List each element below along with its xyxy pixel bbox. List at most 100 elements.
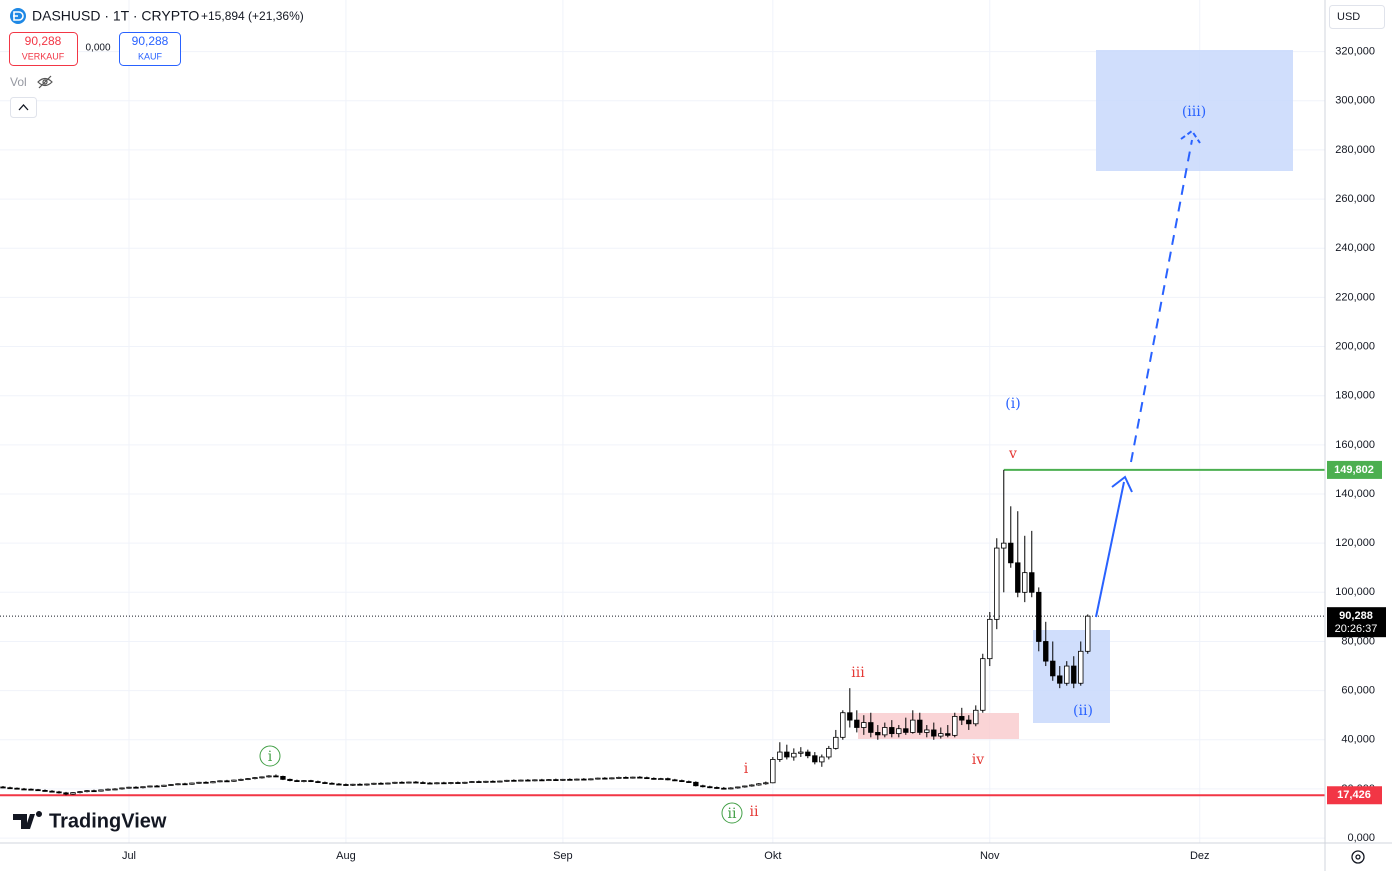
candle-body: [756, 783, 762, 786]
candle-body: [553, 779, 559, 781]
candle-body: [665, 778, 671, 781]
candle-body: [826, 747, 832, 758]
currency-button[interactable]: [1329, 5, 1385, 29]
candle-body: [70, 792, 76, 795]
candle-body: [28, 788, 34, 791]
candle-body: [42, 790, 48, 792]
candle-body: [658, 778, 664, 781]
candle-body: [490, 780, 496, 783]
candle-body: [791, 752, 797, 758]
candle-body: [350, 783, 356, 786]
candle-body: [504, 779, 510, 782]
candle-body: [602, 777, 608, 780]
dashed-arrow[interactable]: [1130, 139, 1193, 463]
candle-body: [175, 783, 181, 786]
candle-body: [21, 788, 27, 791]
candle-body: [574, 778, 580, 781]
buy-button[interactable]: [119, 32, 181, 66]
candle-body: [987, 618, 993, 660]
collapse-icon: [18, 104, 29, 111]
arrow-head: [1180, 129, 1201, 144]
candle-body: [973, 709, 979, 725]
target-zone[interactable]: [1096, 50, 1293, 171]
candle-body: [728, 787, 734, 790]
y-tick-label: 120,000: [1335, 537, 1375, 549]
candle-body: [203, 781, 209, 784]
candle-body: [798, 751, 804, 754]
price-label-bg: [1327, 786, 1382, 805]
y-tick-label: 180,000: [1335, 390, 1375, 402]
candle-body: [1057, 675, 1063, 684]
candle-body: [735, 786, 741, 789]
grid: [0, 0, 1325, 843]
candle-body: [518, 779, 524, 782]
y-tick-label: 140,000: [1335, 488, 1375, 500]
candle-body: [84, 790, 90, 793]
candle-body: [154, 785, 160, 788]
sell-button[interactable]: [9, 32, 78, 66]
wave-label: i: [268, 749, 273, 765]
candle-body: [140, 786, 146, 789]
candle-body: [693, 781, 699, 787]
label-circle: [259, 745, 281, 767]
candle-body: [742, 785, 748, 788]
x-tick-label: Nov: [980, 850, 1000, 862]
candle-body: [1001, 542, 1007, 549]
candle-body: [994, 547, 1000, 620]
arrow-line[interactable]: [1095, 481, 1125, 618]
candle-body: [980, 658, 986, 711]
candle-body: [301, 780, 307, 782]
price-label: 149,802: [1334, 464, 1374, 476]
last-price-bg: [1327, 607, 1386, 638]
candle-body: [679, 780, 685, 782]
candle-body: [49, 790, 55, 793]
candle-body: [63, 792, 69, 795]
y-tick-label: 0,000: [1347, 832, 1375, 844]
candle-body: [441, 782, 447, 785]
sell-price[interactable]: 90,288: [25, 34, 62, 48]
candle-body: [588, 778, 594, 781]
candle-body: [560, 778, 566, 781]
buy-price[interactable]: 90,288: [132, 34, 169, 48]
buy-label[interactable]: KAUF: [138, 51, 163, 61]
candle-body: [1036, 591, 1042, 642]
wave-label: ii: [750, 804, 759, 820]
candle-body: [938, 733, 944, 737]
symbol-title[interactable]: DASHUSD · 1T · CRYPTO: [32, 8, 199, 24]
price-label-bg: [1327, 460, 1382, 479]
x-tick-label: Aug: [336, 850, 356, 862]
sell-label[interactable]: VERKAUF: [22, 51, 65, 61]
candle-body: [7, 787, 13, 790]
candle-body: [287, 778, 293, 781]
candle-body: [630, 776, 636, 779]
candle-body: [182, 783, 188, 786]
candle-body: [707, 786, 713, 789]
price-label: 17,426: [1337, 789, 1371, 801]
candle-body: [686, 781, 692, 783]
candle-body: [231, 779, 237, 782]
hide-icon[interactable]: [37, 75, 53, 89]
candle-body: [280, 775, 286, 780]
candle-body: [861, 722, 867, 728]
wave-label: (iii): [1182, 104, 1206, 120]
candle-body: [147, 785, 153, 788]
price-lines: [0, 468, 1325, 797]
candle-body: [700, 785, 706, 788]
settings-icon[interactable]: [1351, 850, 1365, 864]
candle-body: [392, 781, 398, 784]
candle-body: [378, 782, 384, 785]
symbol-icon-glyph: [13, 11, 24, 21]
brand-name[interactable]: TradingView: [49, 810, 167, 832]
candle-body: [35, 789, 41, 792]
collapse-button[interactable]: [10, 97, 37, 118]
candle-body: [105, 788, 111, 791]
candle-body: [413, 781, 419, 784]
candle-body: [1008, 542, 1014, 564]
candle-body: [672, 779, 678, 782]
candle-body: [868, 722, 874, 733]
candle-body: [777, 751, 783, 760]
currency[interactable]: USD: [1337, 11, 1360, 23]
candle-body: [784, 751, 790, 758]
candle-body: [357, 783, 363, 786]
